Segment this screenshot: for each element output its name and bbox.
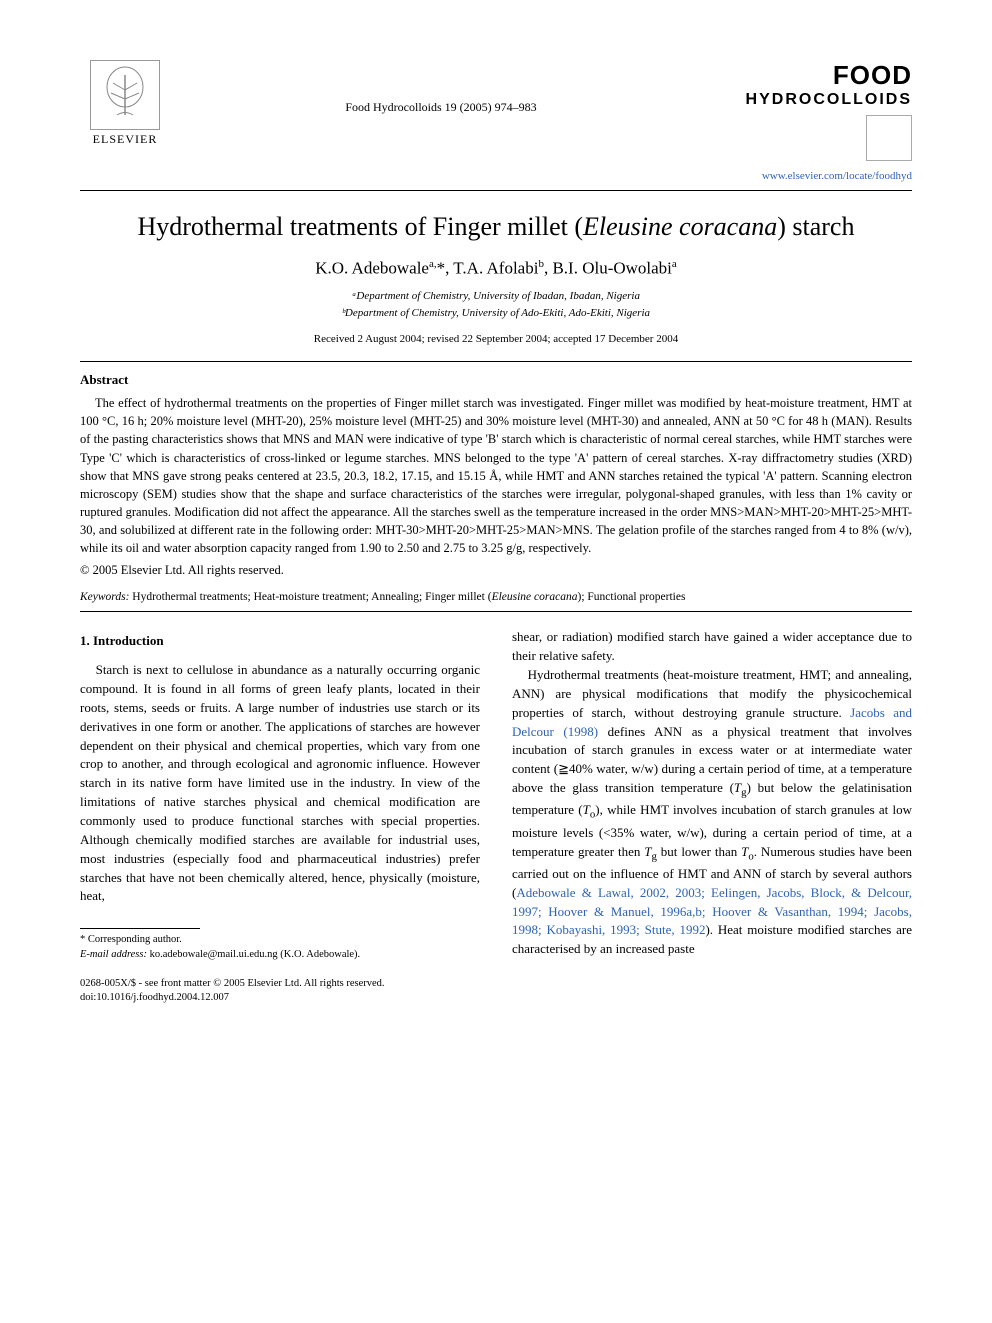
header-center: Food Hydrocolloids 19 (2005) 974–983 [170, 60, 712, 115]
column-right: shear, or radiation) modified starch hav… [512, 628, 912, 962]
email-line: E-mail address: ko.adebowale@mail.ui.edu… [80, 948, 480, 963]
authors-line: K.O. Adebowalea,*, T.A. Afolabib, B.I. O… [80, 258, 912, 279]
body-columns: 1. Introduction Starch is next to cellul… [80, 628, 912, 962]
intro-para-1: Starch is next to cellulose in abundance… [80, 661, 480, 906]
keywords-text-post: ); Functional properties [577, 591, 685, 603]
abstract-body: The effect of hydrothermal treatments on… [80, 394, 912, 579]
abstract-bottom-rule [80, 611, 912, 612]
introduction-heading: 1. Introduction [80, 632, 480, 651]
affiliations-block: ᵃDepartment of Chemistry, University of … [80, 288, 912, 321]
affiliation-a: ᵃDepartment of Chemistry, University of … [80, 288, 912, 305]
journal-url-link[interactable]: www.elsevier.com/locate/foodhyd [712, 170, 912, 182]
corresponding-author-note: * Corresponding author. [80, 933, 480, 948]
issn-copyright-line: 0268-005X/$ - see front matter © 2005 El… [80, 977, 480, 991]
page-footer: 0268-005X/$ - see front matter © 2005 El… [80, 977, 912, 1005]
header-rule [80, 190, 912, 191]
doi-line: doi:10.1016/j.foodhyd.2004.12.007 [80, 991, 480, 1005]
intro-p2-e: but lower than [657, 844, 741, 859]
author-1: K.O. Adebowale [315, 258, 429, 277]
corresponding-asterisk: * [437, 258, 446, 277]
author-3: , B.I. Olu-Owolabi [544, 258, 672, 277]
keywords-label: Keywords: [80, 591, 129, 603]
publisher-name: ELSEVIER [93, 132, 158, 147]
abstract-top-rule [80, 361, 912, 362]
author-3-affil: a [672, 258, 677, 270]
journal-logo-food: FOOD [712, 60, 912, 91]
intro-para-1-cont: shear, or radiation) modified starch hav… [512, 628, 912, 666]
footnotes-block: * Corresponding author. E-mail address: … [80, 933, 480, 962]
to-symbol: T [583, 802, 590, 817]
journal-reference: Food Hydrocolloids 19 (2005) 974–983 [170, 100, 712, 115]
author-1-affil: a, [429, 258, 437, 270]
affiliation-b: ᵇDepartment of Chemistry, University of … [80, 305, 912, 322]
journal-logo-block: FOOD HYDROCOLLOIDS www.elsevier.com/loca… [712, 60, 912, 182]
intro-para-2: Hydrothermal treatments (heat-moisture t… [512, 666, 912, 959]
abstract-heading: Abstract [80, 372, 912, 388]
abstract-paragraph: The effect of hydrothermal treatments on… [80, 394, 912, 557]
keywords-species: Eleusine coracana [492, 591, 578, 603]
title-text-pre: Hydrothermal treatments of Finger millet… [138, 212, 584, 241]
keywords-text-pre: Hydrothermal treatments; Heat-moisture t… [129, 591, 491, 603]
keywords-line: Keywords: Hydrothermal treatments; Heat-… [80, 591, 912, 603]
email-address: ko.adebowale@mail.ui.edu.ng (K.O. Adebow… [147, 949, 360, 960]
title-text-post: ) starch [777, 212, 854, 241]
footer-right [512, 977, 912, 1005]
page-header: ELSEVIER Food Hydrocolloids 19 (2005) 97… [80, 60, 912, 182]
column-left: 1. Introduction Starch is next to cellul… [80, 628, 480, 962]
copyright-line: © 2005 Elsevier Ltd. All rights reserved… [80, 561, 912, 579]
publisher-logo-block: ELSEVIER [80, 60, 170, 147]
journal-logo-hydrocolloids: HYDROCOLLOIDS [712, 91, 912, 109]
elsevier-tree-icon [90, 60, 160, 130]
footnote-rule [80, 928, 200, 929]
title-species-name: Eleusine coracana [583, 212, 777, 241]
article-title: Hydrothermal treatments of Finger millet… [80, 211, 912, 244]
email-label: E-mail address: [80, 949, 147, 960]
article-dates: Received 2 August 2004; revised 22 Septe… [80, 333, 912, 345]
author-2: , T.A. Afolabi [445, 258, 538, 277]
footer-left: 0268-005X/$ - see front matter © 2005 El… [80, 977, 480, 1005]
journal-cover-thumbnail-icon [866, 115, 912, 161]
